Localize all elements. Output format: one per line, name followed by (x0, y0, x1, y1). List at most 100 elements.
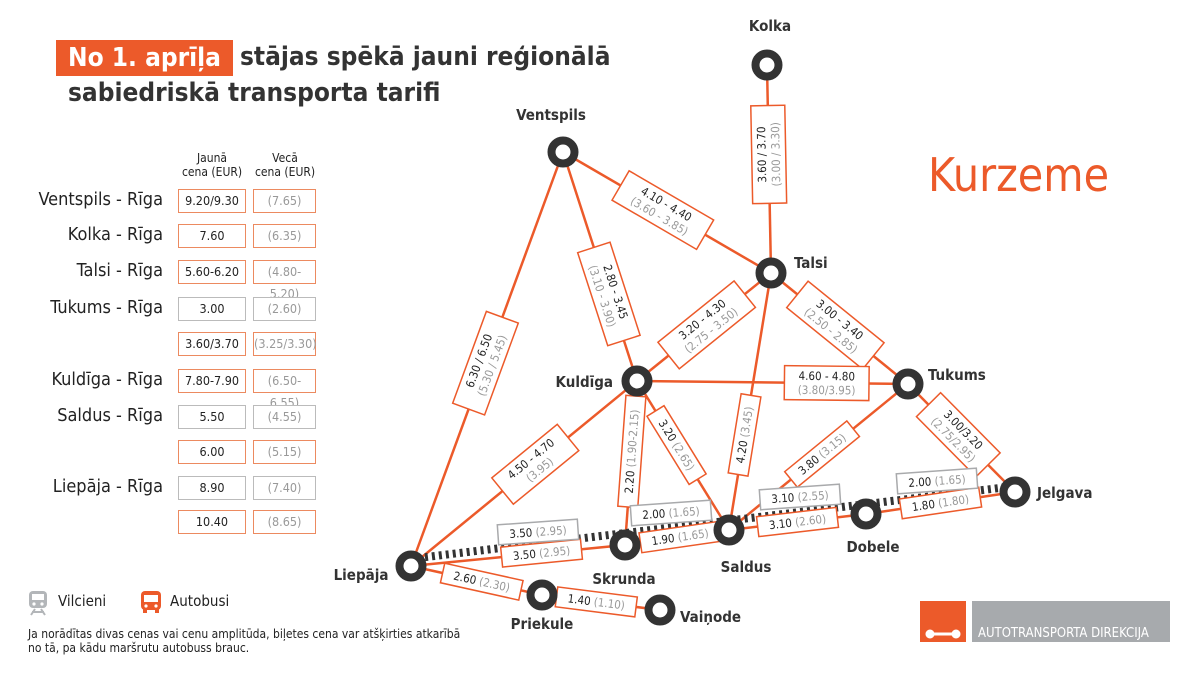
new-price-cell: 7.80-7.90 (178, 369, 246, 393)
city-node (999, 476, 1031, 508)
city-label: Priekule (511, 615, 574, 633)
price: 4.20 (3.45) (733, 405, 756, 464)
new-price-cell: 7.60 (178, 224, 246, 248)
city-node (755, 257, 787, 289)
price: 1.80 (1.80) (911, 492, 970, 514)
new-price-cell: 5.50 (178, 405, 246, 429)
new-price-cell: 3.60/3.70 (178, 332, 246, 356)
city-label: Tukums (928, 366, 986, 384)
new-price-cell: 10.40 (178, 510, 246, 534)
price: 3.50 (2.95) (512, 543, 571, 563)
old-price-cell: (6.35) (253, 224, 316, 248)
price: 2.60 (2.30) (452, 569, 511, 595)
bus-fare-label: 6.30 / 6.50(5.30 / 5.45) (451, 310, 520, 416)
price: 2.00 (1.65) (908, 472, 966, 490)
old-price-cell: (3.25/3.30) (253, 332, 317, 356)
bus-fare-label: 3.50 (2.95) (499, 538, 584, 568)
bus-fare-label: 3.20 (2.65) (645, 404, 708, 486)
rail-fare-label: 2.00 (1.65) (895, 467, 979, 495)
city-node (526, 579, 558, 611)
rail-fare-label: 3.10 (2.55) (758, 483, 842, 511)
new-price-cell: 8.90 (178, 476, 246, 500)
city-label: Ventspils (516, 106, 586, 124)
footnote: Ja norādītas divas cenas vai cenu amplit… (28, 627, 461, 655)
old-price-cell: (4.80-5.20) (253, 260, 316, 301)
price: 3.10 (2.55) (771, 488, 829, 506)
bus-fare-label: 3.80 (3.15) (783, 419, 861, 489)
city-label: Jelgava (1036, 484, 1092, 502)
bus-fare-label: 4.20 (3.45) (727, 392, 762, 477)
bus-fare-label: 3.60 / 3.70(3.00 / 3.30) (750, 104, 788, 205)
route-label: Liepāja - Rīga (52, 476, 163, 497)
rail-fare-label: 2.00 (1.65) (629, 499, 713, 527)
old-price-cell: (7.65) (253, 189, 316, 213)
route-label: Kuldīga - Rīga (51, 369, 163, 390)
price: 2.20 (1.90-2.15) (622, 409, 642, 494)
bus-fare-label: 4.10 - 4.40(3.60 - 3.85) (610, 169, 715, 251)
new-price-cell: 6.00 (178, 440, 246, 464)
route-label: Talsi - Rīga (76, 260, 163, 281)
city-node (892, 368, 924, 400)
city-label: Vaiņode (680, 608, 741, 626)
city-node (609, 529, 641, 561)
new-price: 3.60 / 3.70 (754, 126, 769, 182)
column-header-old: Vecā cena (EUR) (254, 151, 316, 179)
old-price: (3.00 / 3.30) (768, 122, 783, 186)
old-price-cell: (6.50-6.55) (253, 369, 316, 410)
bus-fare-label: 3.00 - 3.40(2.50 - 2.85) (785, 280, 886, 371)
old-price-cell: (4.55) (253, 405, 316, 429)
city-node (751, 49, 783, 81)
legend-train-label: Vilcieni (58, 592, 107, 610)
price: 3.50 (2.95) (509, 523, 567, 541)
new-price: 4.60 - 4.80 (799, 369, 856, 384)
bus-fare-label: 1.90 (1.65) (638, 520, 723, 554)
title-highlight: No 1. aprīļa (56, 40, 233, 76)
city-label: Skrunda (592, 570, 655, 588)
bus-fare-label: 2.20 (1.90-2.15) (617, 394, 647, 509)
old-price: (3.80/3.95) (798, 383, 856, 398)
bus-fare-label: 3.20 - 4.30(2.75 - 3.50) (656, 279, 757, 370)
city-node (621, 365, 653, 397)
city-node (713, 514, 745, 546)
logo-text: AUTOTRANSPORTA DIREKCIJA (972, 601, 1170, 642)
city-label: Liepāja (334, 566, 389, 584)
legend-bus-label: Autobusi (170, 592, 230, 610)
column-header-new: Jaunā cena (EUR) (181, 151, 243, 179)
old-price-cell: (2.60) (253, 297, 316, 321)
city-label: Saldus (721, 558, 772, 576)
bus-fare-label: 1.40 (1.10) (554, 586, 639, 618)
bus-fare-label: 2.80 - 3.45(3.10 - 3.90) (576, 241, 642, 347)
bus-fare-label: 4.60 - 4.80(3.80/3.95) (783, 364, 870, 402)
new-price-cell: 3.00 (178, 297, 246, 321)
rail-fare-label: 3.50 (2.95) (496, 518, 580, 546)
title-line-2: sabiedriskā transporta tarifi (68, 78, 441, 108)
city-node (850, 498, 882, 530)
bus-icon (140, 590, 162, 618)
old-price-cell: (5.15) (253, 440, 316, 464)
bus-fare-label: 4.50 - 4.70(3.95) (490, 423, 580, 506)
city-label: Kuldīga (556, 373, 613, 391)
title-line-1: stājas spēkā jauni reģionālā (240, 42, 611, 72)
price: 3.80 (3.15) (795, 431, 848, 478)
route-label: Ventspils - Rīga (38, 189, 164, 210)
city-label: Dobele (846, 538, 899, 556)
city-node (644, 594, 676, 626)
logo-mark (920, 601, 966, 642)
city-node (547, 136, 579, 168)
old-price-cell: (8.65) (253, 510, 316, 534)
price: 2.00 (1.65) (642, 504, 700, 522)
bus-fare-label: 3.10 (2.60) (755, 506, 840, 538)
city-label: Talsi (794, 254, 828, 272)
city-label: Kolka (749, 17, 791, 35)
bus-fare-label: 2.60 (2.30) (439, 562, 524, 601)
old-price-cell: (7.40) (253, 476, 316, 500)
region-title: Kurzeme (928, 148, 1110, 202)
bus-fare-label: 1.80 (1.80) (898, 486, 983, 520)
price: 3.10 (2.60) (768, 512, 827, 533)
route-label: Kolka - Rīga (67, 224, 163, 245)
route-label: Tukums - Rīga (50, 297, 163, 318)
price: 1.90 (1.65) (651, 526, 710, 548)
train-icon (27, 590, 49, 620)
new-price-cell: 9.20/9.30 (178, 189, 246, 213)
